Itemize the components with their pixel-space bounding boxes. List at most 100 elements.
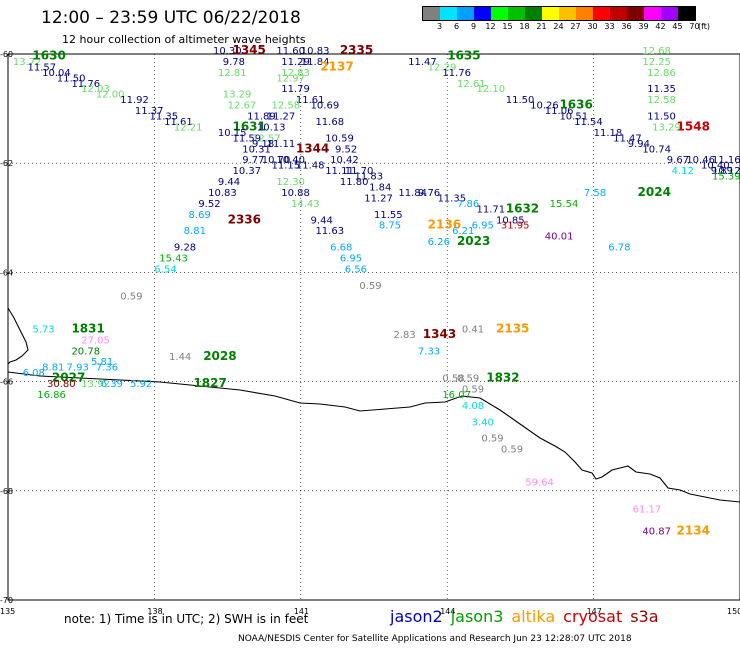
pass-time-label: 1631 <box>232 119 265 133</box>
wave-height-label: 1.84 <box>369 183 391 194</box>
pass-time-label: 1827 <box>193 376 226 390</box>
wave-height-label: 11.61 <box>296 95 325 106</box>
wave-height-label: 61.17 <box>633 505 662 516</box>
wave-height-label: 6.68 <box>330 243 352 254</box>
lat-tick-label: -64 <box>0 268 13 277</box>
wave-height-label: 11.06 <box>545 106 574 117</box>
satellite-name-s3a: s3a <box>630 607 659 626</box>
pass-time-label: 2137 <box>320 59 353 73</box>
pass-time-label: 1635 <box>447 48 480 62</box>
wave-height-label: 11.48 <box>296 161 325 172</box>
wave-height-label: 7.58 <box>584 188 606 199</box>
grid-layer <box>8 54 740 600</box>
legend-label: 39 <box>638 22 649 31</box>
wave-height-label: 9.44 <box>218 177 240 188</box>
wave-height-label: 9.44 <box>311 215 333 226</box>
pass-time-label: 2336 <box>228 212 261 226</box>
wave-height-label: 7.93 <box>67 363 89 374</box>
lon-tick-label: 141 <box>294 607 309 616</box>
wave-height-label: 9.28 <box>174 243 196 254</box>
wave-height-label: 13.72 <box>13 57 42 68</box>
wave-height-label: 10.85 <box>496 215 525 226</box>
lat-tick-label: -60 <box>0 50 13 59</box>
wave-height-label: 27.05 <box>81 335 110 346</box>
lat-tick-label: -70 <box>0 596 13 605</box>
wave-height-label: 12.81 <box>218 68 247 79</box>
pass-time-label: 1632 <box>506 201 539 215</box>
color-legend: 3 6 9 12 15 18 21 24 27 30 33 36 39 42 45 70 (ft) <box>422 6 710 33</box>
wave-height-label: 6.26 <box>428 237 450 248</box>
wave-height-label: 0.58 <box>442 374 464 385</box>
axis-labels-layer: 135 138 141 144 147 150 -60 -62 -64 -66 -68 -70 <box>0 50 740 616</box>
coastline <box>7 307 740 503</box>
wave-height-label: 10.70 <box>262 155 291 166</box>
wave-height-label: 10.26 <box>530 101 559 112</box>
legend-swatch <box>593 7 610 20</box>
satellite-legend: jason2 jason3 altika cryosat s3a <box>390 607 667 626</box>
wave-height-label: 5.73 <box>32 324 54 335</box>
wave-height-label: 11.35 <box>647 84 676 95</box>
pass-time-label: 2028 <box>203 349 236 363</box>
wave-height-label: 11.84 <box>301 57 330 68</box>
wave-height-label: 0.59 <box>120 292 142 303</box>
pass-time-label: 1344 <box>296 141 329 155</box>
credit-line: NOAA/NESDIS Center for Satellite Applica… <box>238 634 632 644</box>
wave-height-label: 10.12 <box>712 166 740 177</box>
wave-height-label: 14.43 <box>291 199 320 210</box>
wave-height-label: 11.79 <box>281 84 310 95</box>
wave-height-label: 11.80 <box>340 177 369 188</box>
pass-time-label: 1831 <box>71 321 104 335</box>
wave-height-label: 11.61 <box>164 117 193 128</box>
legend-label: 33 <box>604 22 615 31</box>
legend-label: 3 <box>436 22 443 31</box>
wave-height-label: 0.59 <box>501 445 523 456</box>
pass-time-label: 2335 <box>340 43 373 57</box>
wave-height-label: 0.59 <box>462 385 484 396</box>
wave-height-label: 11.55 <box>374 210 403 221</box>
legend-swatch <box>440 7 457 20</box>
wave-height-label: 10.83 <box>208 188 237 199</box>
wave-height-label: 6.95 <box>472 221 494 232</box>
wave-height-label: 16.07 <box>442 390 471 401</box>
wave-height-label: 7.33 <box>418 346 440 357</box>
wave-height-label: 11.50 <box>506 95 535 106</box>
wave-height-label: 11.76 <box>442 68 471 79</box>
wave-height-label: 11.63 <box>315 226 344 237</box>
wave-height-label: 10.46 <box>686 155 715 166</box>
legend-swatch <box>559 7 576 20</box>
wave-height-label: 12.97 <box>276 73 305 84</box>
legend-label: 24 <box>553 22 564 31</box>
wave-height-label: 10.31 <box>242 144 271 155</box>
wave-height-label: 11.35 <box>437 193 466 204</box>
lon-tick-label: 144 <box>440 607 455 616</box>
satellite-name-altika: altika <box>511 607 556 626</box>
lon-tick-label: 135 <box>0 607 15 616</box>
pass-time-label: 2024 <box>638 185 671 199</box>
wave-height-label: 12.00 <box>96 90 125 101</box>
legend-swatch <box>678 7 695 20</box>
legend-swatch <box>525 7 542 20</box>
wave-height-label: 6.56 <box>345 264 367 275</box>
wave-height-label: 0.59 <box>457 374 479 385</box>
wave-height-label: 12.61 <box>457 79 486 90</box>
wave-height-label: 10.30 <box>213 46 242 57</box>
wave-height-label: 11.47 <box>613 133 642 144</box>
wave-height-label: 11.76 <box>71 79 100 90</box>
wave-height-label: 13.92 <box>81 379 110 390</box>
wave-height-label: 6.78 <box>608 243 630 254</box>
page-title: 12:00 – 23:59 UTC 06/22/2018 <box>41 8 301 28</box>
pass-time-label: 1630 <box>32 48 65 62</box>
wave-height-label: 9.89 <box>711 166 733 177</box>
legend-label: 27 <box>570 22 581 31</box>
wave-height-label: 13.29 <box>223 90 252 101</box>
wave-height-label: 12.83 <box>281 68 310 79</box>
footnote: note: 1) Time is in UTC; 2) SWH is in fe… <box>64 612 309 626</box>
wave-height-label: 9.52 <box>335 144 357 155</box>
legend-color-bar <box>422 6 696 21</box>
wave-height-label: 11.29 <box>281 57 310 68</box>
wave-height-label: 11.37 <box>135 106 164 117</box>
pass-time-label: 1636 <box>559 98 592 112</box>
lon-tick-label: 147 <box>587 607 602 616</box>
wave-height-label: 11.11 <box>267 139 296 150</box>
